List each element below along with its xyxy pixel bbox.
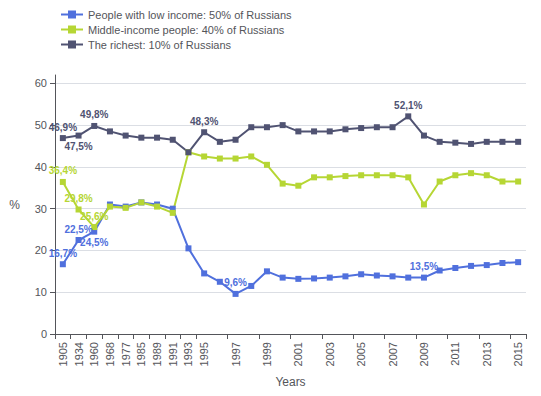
svg-text:1995: 1995: [198, 342, 210, 366]
svg-text:29,8%: 29,8%: [64, 193, 92, 204]
svg-text:30: 30: [35, 203, 47, 215]
svg-text:Middle-income people: 40% of R: Middle-income people: 40% of Russians: [88, 24, 285, 36]
svg-text:1999: 1999: [261, 342, 273, 366]
svg-text:49,8%: 49,8%: [80, 109, 108, 120]
svg-text:1991: 1991: [167, 342, 179, 366]
svg-text:The richest: 10% of Russians: The richest: 10% of Russians: [88, 39, 232, 51]
svg-text:1993: 1993: [182, 342, 194, 366]
svg-text:9,6%: 9,6%: [224, 277, 247, 288]
svg-text:52,1%: 52,1%: [394, 100, 422, 111]
svg-text:2009: 2009: [418, 342, 430, 366]
svg-text:Years: Years: [275, 375, 305, 389]
svg-text:48,3%: 48,3%: [190, 116, 218, 127]
svg-text:1977: 1977: [120, 342, 132, 366]
svg-text:%: %: [9, 198, 20, 212]
svg-text:1985: 1985: [135, 342, 147, 366]
svg-text:25,6%: 25,6%: [80, 211, 108, 222]
svg-text:2015: 2015: [512, 342, 524, 366]
svg-text:36,4%: 36,4%: [49, 165, 77, 176]
svg-text:47,5%: 47,5%: [64, 141, 92, 152]
svg-text:13,5%: 13,5%: [410, 261, 438, 272]
svg-text:50: 50: [35, 119, 47, 131]
svg-text:1997: 1997: [230, 342, 242, 366]
svg-text:2007: 2007: [387, 342, 399, 366]
svg-text:2011: 2011: [449, 342, 461, 366]
svg-text:22,5%: 22,5%: [64, 224, 92, 235]
svg-text:1960: 1960: [88, 342, 100, 366]
svg-text:2005: 2005: [355, 342, 367, 366]
svg-text:46,9%: 46,9%: [49, 122, 77, 133]
svg-text:1934: 1934: [73, 342, 85, 366]
svg-text:20: 20: [35, 244, 47, 256]
svg-text:0: 0: [41, 328, 47, 340]
svg-text:2001: 2001: [292, 342, 304, 366]
svg-text:People with low income: 50% of: People with low income: 50% of Russians: [88, 9, 292, 21]
svg-text:2003: 2003: [324, 342, 336, 366]
svg-text:1968: 1968: [104, 342, 116, 366]
svg-text:60: 60: [35, 77, 47, 89]
svg-text:1989: 1989: [151, 342, 163, 366]
svg-text:16,7%: 16,7%: [49, 248, 77, 259]
svg-text:40: 40: [35, 161, 47, 173]
svg-text:24,5%: 24,5%: [80, 237, 108, 248]
svg-text:10: 10: [35, 286, 47, 298]
svg-text:1905: 1905: [57, 342, 69, 366]
svg-text:2013: 2013: [481, 342, 493, 366]
